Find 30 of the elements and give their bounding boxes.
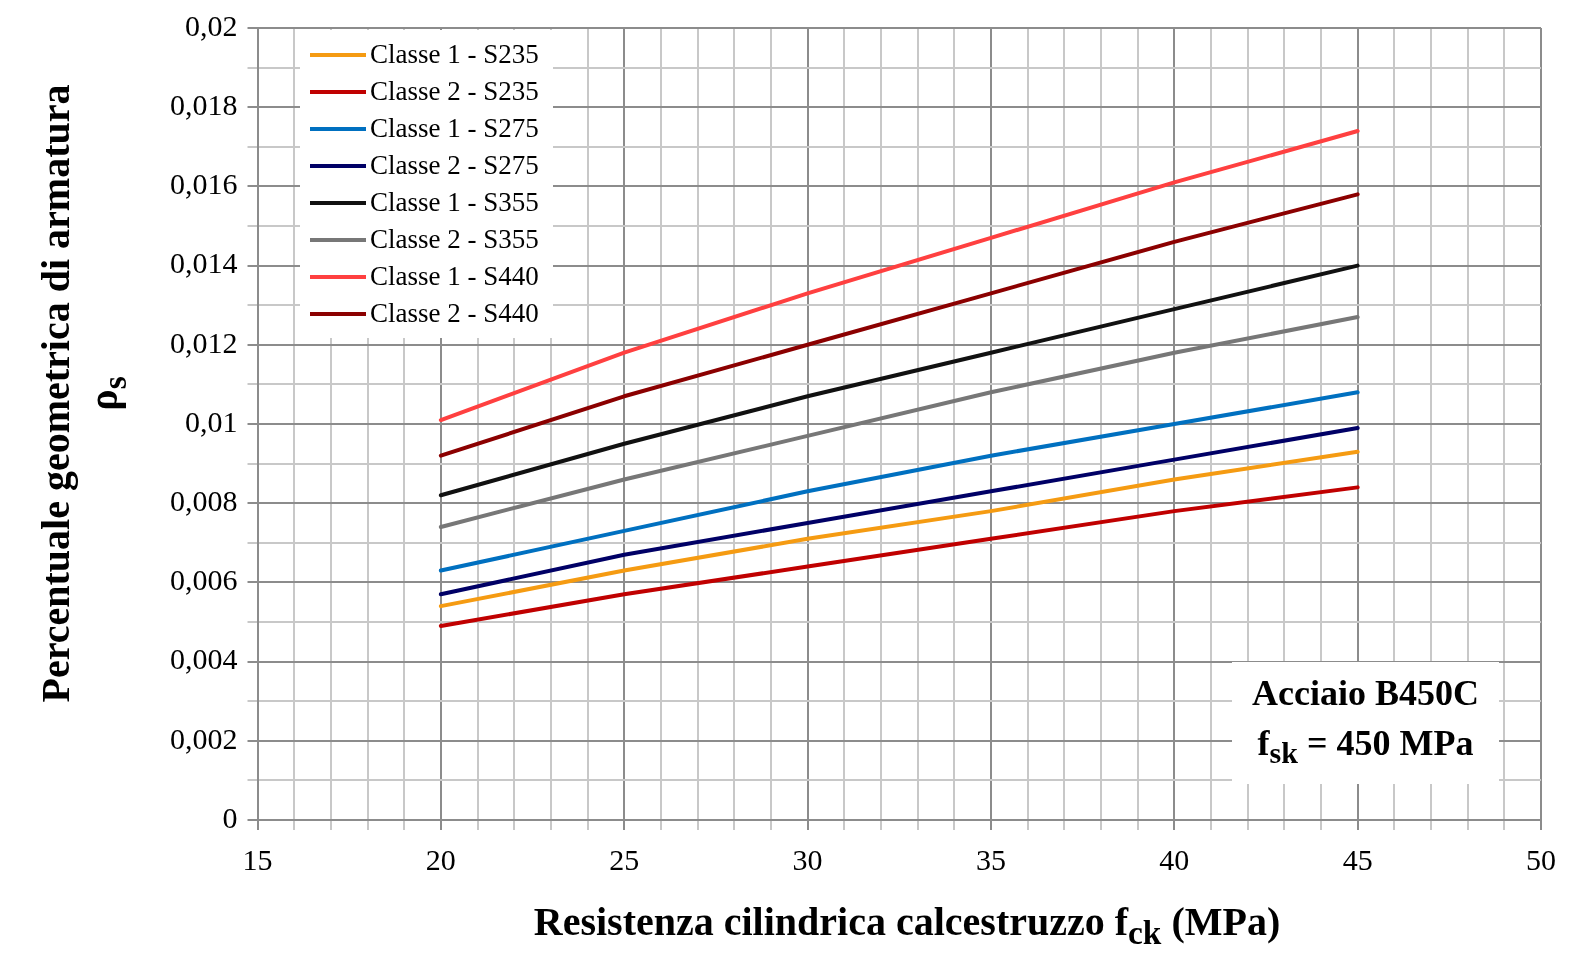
x-tick-label: 30	[792, 842, 823, 876]
y-tick-label: 0,01	[185, 404, 238, 438]
y-tick-label: 0,016	[170, 167, 238, 201]
y-tick-label: 0,014	[170, 246, 238, 280]
legend-label: Classe 2 - S235	[370, 76, 539, 107]
x-axis-title: Resistenza cilindrica calcestruzzo f$_{ck}$ (MPa)	[532, 898, 1282, 952]
legend-label: Classe 2 - S440	[370, 298, 539, 329]
y-tick-label: 0,02	[185, 8, 238, 42]
y-tick-label: 0,018	[170, 88, 238, 122]
y-tick-label: 0,006	[170, 563, 238, 597]
annotation: Acciaio B450C	[1252, 671, 1479, 715]
y-tick-label: 0,012	[170, 325, 238, 359]
legend-label: Classe 1 - S275	[370, 113, 539, 144]
x-tick-label: 35	[975, 842, 1006, 876]
x-tick-label: 50	[1526, 842, 1556, 876]
y-tick-label: 0	[222, 800, 238, 834]
x-tick-label: 45	[1342, 842, 1373, 876]
legend-label: Classe 1 - S440	[370, 261, 539, 292]
legend-label: Classe 1 - S235	[370, 39, 539, 70]
y-tick-label: 0,008	[170, 484, 238, 518]
y-tick-label: 0,004	[170, 642, 238, 676]
x-tick-label: 20	[425, 842, 456, 876]
x-tick-label: 25	[609, 842, 640, 876]
legend-label: Classe 2 - S275	[370, 150, 539, 181]
legend-label: Classe 1 - S355	[370, 187, 539, 218]
annotation: f$_{sk}$ = 450 MPa	[1256, 721, 1475, 771]
x-tick-label: 15	[242, 842, 273, 876]
legend-label: Classe 2 - S355	[370, 224, 539, 255]
x-tick-label: 40	[1159, 842, 1190, 876]
y-tick-label: 0,002	[170, 721, 238, 755]
